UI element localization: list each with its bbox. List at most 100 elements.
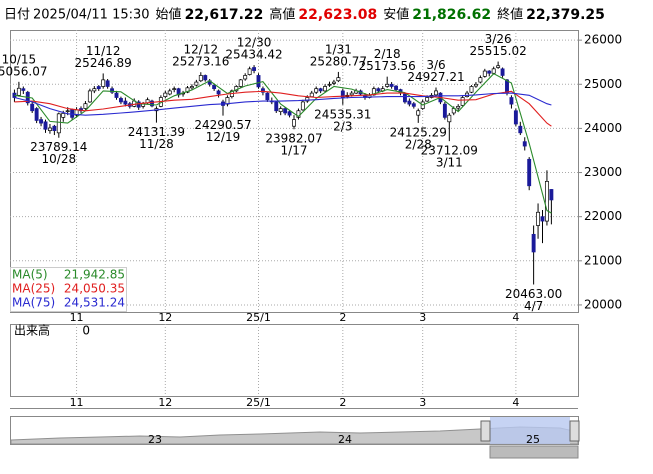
y-tick-label: 20000	[584, 297, 622, 311]
candle-body	[402, 93, 407, 103]
candle-body	[331, 81, 336, 84]
annotation-date: 12/30	[237, 36, 272, 50]
candle-body	[260, 88, 265, 93]
navigator-label: 25	[526, 433, 540, 446]
candle-body	[300, 101, 305, 111]
navigator-handle[interactable]	[480, 420, 491, 442]
annotation-value: 24131.39	[128, 125, 185, 139]
candle-body	[61, 113, 66, 118]
annotation-date: 11/28	[139, 137, 174, 151]
candle-body	[314, 88, 319, 93]
header-value: 22,623.08	[298, 7, 377, 23]
x-tick-label: 11	[70, 311, 84, 324]
candle-body	[416, 110, 421, 116]
candle-body	[473, 83, 478, 87]
candle-body	[30, 103, 35, 112]
candle-body	[496, 65, 501, 68]
annotation-date: 2/3	[333, 119, 352, 133]
candle-body	[478, 77, 483, 83]
candle-body	[216, 90, 221, 95]
annotation-date: 10/28	[42, 152, 77, 166]
candle-body	[163, 92, 168, 97]
candle-body	[540, 216, 545, 222]
volume-label: 出来高	[14, 323, 50, 338]
candle-body	[394, 85, 399, 90]
header-label: 高値	[269, 7, 295, 23]
annotation-value: 25173.56	[359, 59, 416, 73]
navigator-label: 23	[148, 433, 162, 446]
y-tick-label: 22000	[584, 209, 622, 223]
ma-line	[14, 92, 552, 116]
candle-body	[203, 75, 208, 81]
header-value: 22,379.25	[526, 7, 605, 23]
x-tick-label: 12	[158, 396, 172, 409]
scrollbar[interactable]	[489, 445, 579, 459]
candle-body	[544, 181, 549, 222]
annotation-date: 1/17	[281, 144, 308, 158]
candle-body	[327, 83, 332, 86]
x-tick-label: 3	[419, 311, 426, 324]
candle-body	[283, 108, 288, 114]
y-tick-label: 25000	[584, 77, 622, 91]
annotation-value: 24535.31	[314, 107, 371, 121]
candle-body	[434, 90, 438, 96]
header-label: 安値	[383, 7, 409, 23]
header-value: 22,617.22	[185, 7, 264, 23]
candle-body	[172, 88, 177, 90]
candle-body	[447, 114, 452, 123]
navigator-window[interactable]	[490, 417, 570, 444]
annotation-value: 24290.57	[194, 118, 251, 132]
volume-pane	[10, 324, 579, 397]
x-tick-label: 2	[339, 396, 346, 409]
annotation-value: 24927.21	[407, 70, 464, 84]
x-tick-label: 4	[512, 396, 519, 409]
legend-value: 21,942.85	[64, 268, 125, 282]
navigator-handle[interactable]	[569, 420, 580, 442]
annotation-value: 23789.14	[30, 140, 87, 154]
candle-body	[491, 68, 496, 74]
candle-body	[185, 87, 190, 93]
ma-line	[14, 90, 552, 127]
x-tick-label: 11	[70, 396, 84, 409]
candle-body	[487, 70, 492, 74]
annotation-value: 25246.89	[75, 56, 132, 70]
candle-body	[114, 92, 119, 98]
candle-body	[87, 90, 92, 103]
candle-body	[411, 103, 416, 107]
candle-body	[52, 125, 57, 131]
candle-body	[460, 97, 465, 106]
candle-body	[96, 86, 101, 90]
candle-body	[527, 158, 532, 187]
annotation-value: 25273.16	[172, 55, 229, 69]
x-tick-label: 25/1	[246, 311, 271, 324]
x-tick-label: 2	[339, 311, 346, 324]
candle-body	[252, 67, 257, 71]
candle-body	[105, 80, 110, 87]
annotation-date: 3/26	[485, 32, 512, 46]
candle-body	[336, 77, 341, 82]
candle-body	[238, 79, 243, 87]
candle-body	[278, 108, 283, 112]
candle-body	[47, 127, 52, 131]
candle-body	[385, 83, 390, 87]
candle-body	[349, 92, 354, 96]
candle-body	[110, 88, 115, 93]
y-tick-label: 26000	[584, 33, 622, 47]
annotation-value: 25515.02	[469, 44, 526, 58]
candle-body	[198, 75, 203, 82]
candle-body	[456, 105, 461, 109]
candle-body	[265, 92, 270, 101]
x-tick-label: 25/1	[246, 396, 271, 409]
candle-body	[39, 119, 44, 124]
candle-body	[549, 189, 554, 201]
candle-body	[407, 100, 412, 105]
candle-body	[442, 103, 447, 118]
candle-body	[150, 100, 154, 107]
candle-body	[518, 125, 523, 134]
candle-body	[136, 101, 141, 108]
navigator-label: 24	[338, 433, 352, 446]
header-label: 始値	[156, 7, 182, 23]
legend-box	[10, 267, 127, 312]
